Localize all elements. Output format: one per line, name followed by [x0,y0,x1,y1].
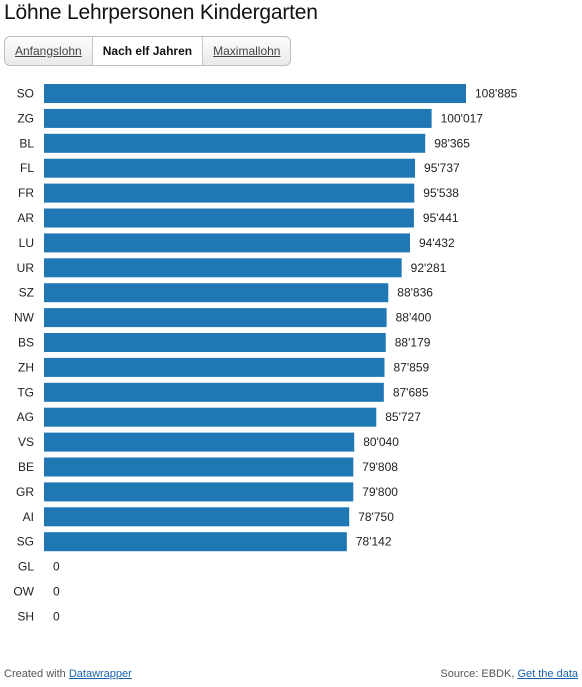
bar[interactable] [44,233,410,253]
value-label: 92'281 [411,261,447,275]
category-label: LU [19,236,34,250]
bar[interactable] [44,432,355,452]
category-label: AR [17,211,34,225]
tab-bar: Anfangslohn Nach elf Jahren Maximallohn [4,36,292,66]
chart-title: Löhne Lehrpersonen Kindergarten [4,1,318,24]
category-label: FR [18,186,34,200]
category-label: BS [18,336,34,350]
value-label: 0 [53,585,60,599]
value-label: 0 [53,560,60,574]
value-label: 78'142 [356,535,392,549]
value-label: 95'737 [424,161,460,175]
value-label: 87'859 [394,360,430,374]
bar[interactable] [44,482,354,502]
bar[interactable] [44,283,389,303]
bar[interactable] [44,357,385,377]
created-with-text: Created with [4,668,66,680]
category-label: FL [20,161,34,175]
value-label: 98'365 [434,136,470,150]
category-label: AG [17,410,34,424]
category-label: SZ [19,286,34,300]
bar[interactable] [44,507,350,527]
bar[interactable] [44,133,426,153]
category-label: GL [18,560,34,574]
bar[interactable] [44,84,466,103]
category-label: SH [17,609,34,623]
bar[interactable] [44,208,414,228]
category-label: GR [16,485,34,499]
value-label: 95'441 [423,211,459,225]
value-label: 88'179 [395,336,431,350]
tab-anfangslohn[interactable]: Anfangslohn [5,37,93,65]
value-label: 87'685 [393,385,429,399]
category-label: SO [17,87,34,101]
bar[interactable] [44,258,402,278]
value-label: 100'017 [441,111,484,125]
value-label: 78'750 [358,510,394,524]
category-label: ZG [17,111,34,125]
get-the-data-link[interactable]: Get the data [517,668,578,680]
category-label: VS [18,435,34,449]
category-label: UR [17,261,35,275]
category-label: TG [17,385,34,399]
category-label: BE [18,460,34,474]
bar[interactable] [44,108,432,128]
value-label: 85'727 [385,410,421,424]
value-label: 80'040 [363,435,399,449]
value-label: 88'400 [396,311,432,325]
bar[interactable] [44,333,386,352]
datawrapper-link[interactable]: Datawrapper [68,668,132,680]
bar[interactable] [44,183,415,203]
footer-source: Source: EBDK, Get the data [440,668,578,680]
bar[interactable] [44,158,416,178]
bar[interactable] [44,382,384,402]
tab-nach-elf-jahren[interactable]: Nach elf Jahren [92,37,204,65]
category-label: SG [17,535,34,549]
bar[interactable] [44,308,387,328]
tab-maximallohn[interactable]: Maximallohn [213,44,281,58]
source-text: Source: EBDK, [440,668,515,680]
value-label: 79'808 [362,460,398,474]
value-label: 95'538 [423,186,459,200]
value-label: 79'800 [362,485,398,499]
category-label: OW [13,585,34,599]
value-label: 94'432 [419,236,455,250]
bar[interactable] [44,457,354,477]
category-label: NW [14,311,35,325]
value-label: 0 [53,609,60,623]
footer-credit: Created with Datawrapper [4,668,132,680]
category-label: AI [23,510,34,524]
bar[interactable] [44,532,347,552]
bar[interactable] [44,407,377,427]
category-label: ZH [18,360,34,374]
bar-chart: SO 108'885 ZG 100'017 BL 98'365 FL 95'737 FR 95'5… [13,84,518,623]
value-label: 88'836 [397,286,433,300]
value-label: 108'885 [475,87,518,101]
category-label: BL [19,136,34,150]
